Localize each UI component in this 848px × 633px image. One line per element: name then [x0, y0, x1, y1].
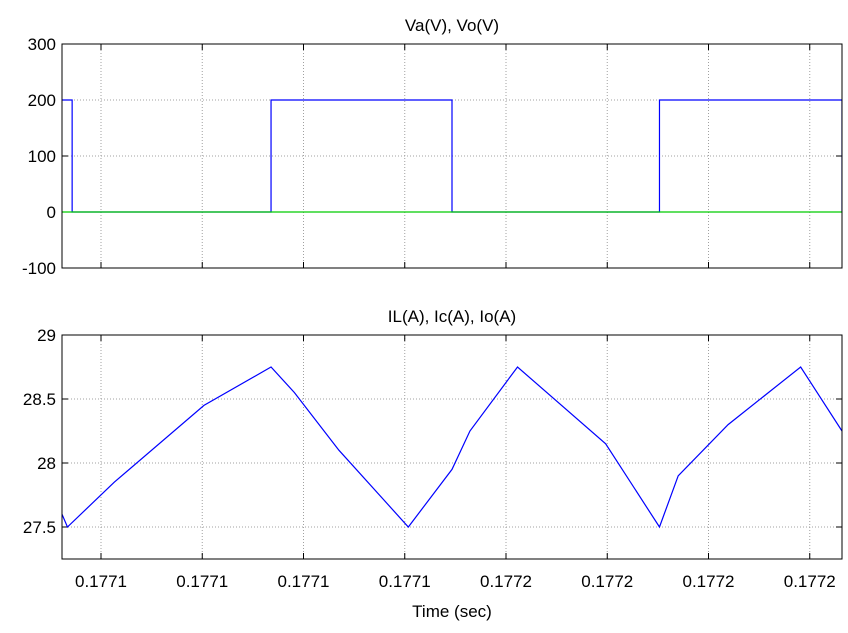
y-tick-label: 0 — [47, 203, 56, 222]
voltage-subplot-title: Va(V), Vo(V) — [405, 16, 499, 35]
current-subplot: IL(A), Ic(A), Io(A) 27.5 28 28.5 29 0.1771 0.… — [23, 307, 843, 591]
y-tick-label: -100 — [22, 259, 56, 278]
y-tick-label: 29 — [37, 326, 56, 345]
x-tick-label: 0.1772 — [683, 572, 735, 591]
y-tick-label: 27.5 — [23, 518, 56, 537]
x-tick-label: 0.1771 — [176, 572, 228, 591]
x-tick-label: 0.1771 — [379, 572, 431, 591]
x-axis-label: Time (sec) — [412, 602, 492, 621]
y-tick-label: 200 — [28, 91, 56, 110]
y-tick-label: 28.5 — [23, 390, 56, 409]
y-tick-label: 28 — [37, 454, 56, 473]
x-tick-label: 0.1772 — [581, 572, 633, 591]
axes-box — [61, 334, 843, 560]
x-tick-label: 0.1771 — [278, 572, 330, 591]
x-tick-label: 0.1772 — [480, 572, 532, 591]
voltage-subplot: Va(V), Vo(V) -100 0 100 200 300 — [22, 16, 843, 278]
y-tick-label: 100 — [28, 147, 56, 166]
x-tick-label: 0.1772 — [784, 572, 836, 591]
axes-box — [61, 43, 843, 269]
y-tick-label: 300 — [28, 35, 56, 54]
series-line — [62, 366, 842, 529]
x-tick-label: 0.1771 — [75, 572, 127, 591]
current-subplot-title: IL(A), Ic(A), Io(A) — [388, 307, 516, 326]
